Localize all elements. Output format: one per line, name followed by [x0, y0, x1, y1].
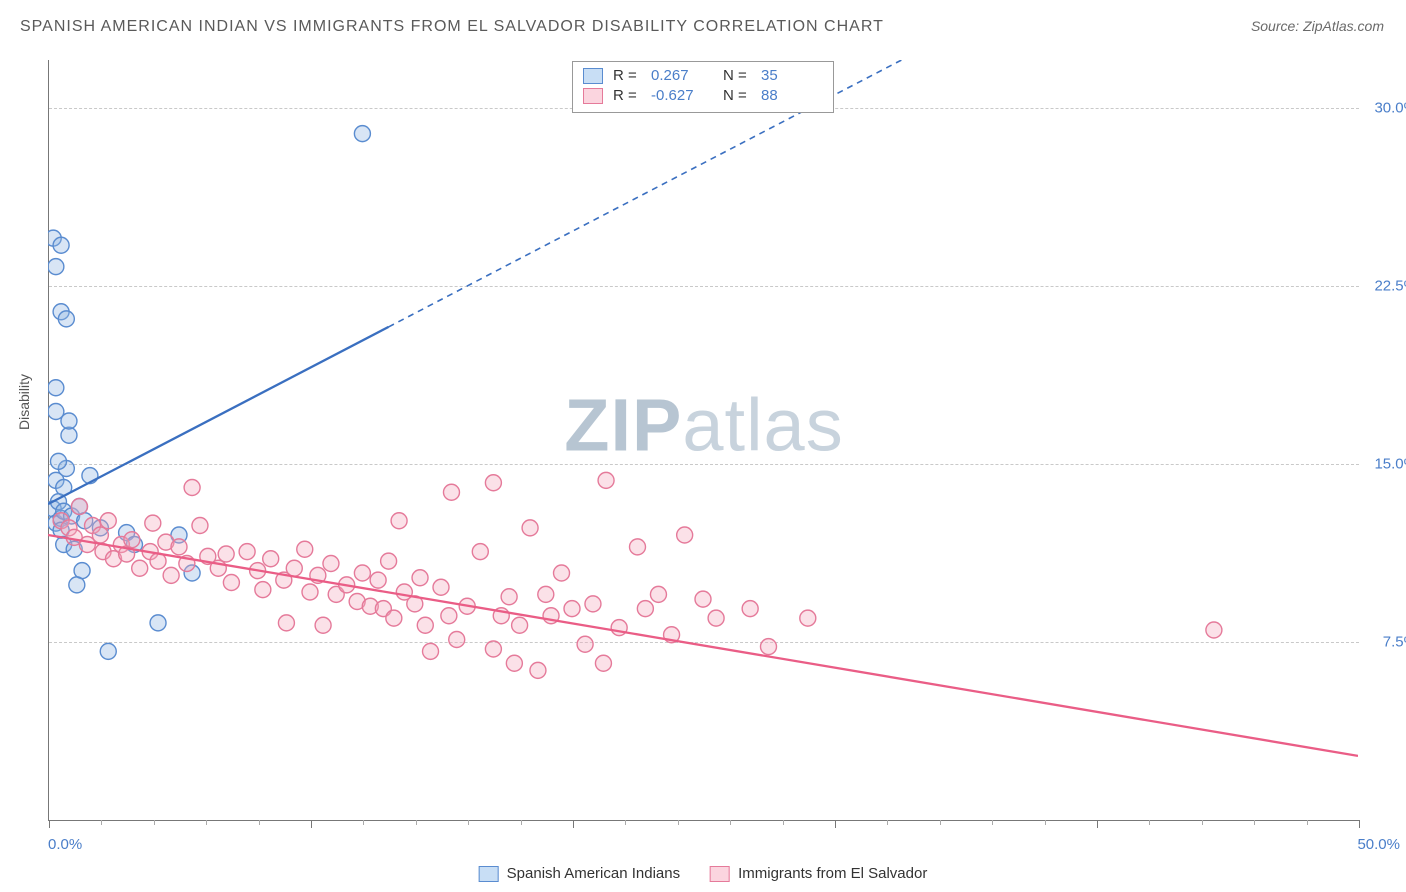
- x-tick-label-start: 0.0%: [48, 836, 82, 853]
- correlation-legend: R = 0.267 N = 35 R = -0.627 N = 88: [572, 61, 834, 113]
- y-tick-label: 15.0%: [1374, 455, 1406, 472]
- y-axis-label: Disability: [16, 374, 32, 430]
- watermark: ZIPatlas: [564, 382, 843, 467]
- series-1-label: Immigrants from El Salvador: [738, 865, 927, 882]
- x-tick-label-end: 50.0%: [1357, 836, 1400, 853]
- plot-area: ZIPatlas 7.5%15.0%22.5%30.0%: [48, 60, 1359, 821]
- swatch-series-0: [583, 68, 603, 84]
- series-0-label: Spanish American Indians: [507, 865, 680, 882]
- chart-title: SPANISH AMERICAN INDIAN VS IMMIGRANTS FR…: [20, 18, 884, 36]
- legend-row-series-1: R = -0.627 N = 88: [583, 86, 823, 106]
- y-tick-label: 7.5%: [1383, 633, 1406, 650]
- swatch-series-1: [710, 866, 730, 882]
- swatch-series-0: [479, 866, 499, 882]
- series-legend: Spanish American Indians Immigrants from…: [479, 865, 928, 882]
- swatch-series-1: [583, 88, 603, 104]
- y-tick-label: 30.0%: [1374, 99, 1406, 116]
- legend-row-series-0: R = 0.267 N = 35: [583, 66, 823, 86]
- source-attribution: Source: ZipAtlas.com: [1251, 18, 1384, 34]
- y-tick-label: 22.5%: [1374, 277, 1406, 294]
